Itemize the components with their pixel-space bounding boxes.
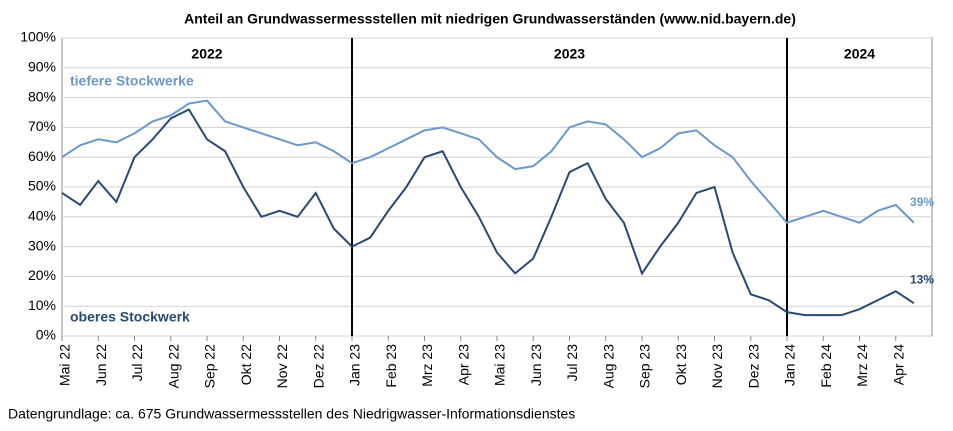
end-value-label: 39%	[910, 195, 934, 209]
x-tick-label: Apr 24	[890, 344, 906, 385]
y-tick-label: 90%	[28, 59, 56, 75]
year-label: 2024	[844, 46, 875, 62]
x-tick-label: Nov 23	[709, 344, 725, 389]
y-tick-label: 0%	[36, 327, 56, 343]
x-tick-label: Jun 23	[528, 344, 544, 386]
x-tick-label: Sep 22	[202, 344, 218, 389]
x-tick-label: Sep 23	[637, 344, 653, 389]
x-tick-label: Jun 22	[93, 344, 109, 386]
year-label: 2023	[554, 46, 585, 62]
x-tick-label: Aug 22	[165, 344, 181, 389]
x-tick-label: Jan 23	[347, 344, 363, 386]
end-value-label: 13%	[910, 272, 934, 286]
y-tick-label: 80%	[28, 88, 56, 104]
x-tick-label: Aug 23	[600, 344, 616, 389]
x-tick-label: Feb 23	[383, 344, 399, 388]
series-line	[61, 99, 915, 224]
x-tick-label: Mai 22	[57, 344, 73, 386]
y-tick-label: 20%	[28, 267, 56, 283]
legend-label: tiefere Stockwerke	[70, 73, 194, 89]
x-tick-label: Apr 23	[455, 344, 471, 385]
y-tick-label: 50%	[28, 178, 56, 194]
x-tick-label: Nov 22	[274, 344, 290, 389]
x-tick-label: Mrz 24	[854, 344, 870, 387]
x-tick-label: Mrz 23	[419, 344, 435, 387]
y-tick-label: 70%	[28, 118, 56, 134]
y-tick-label: 100%	[20, 29, 56, 45]
y-tick-label: 60%	[28, 148, 56, 164]
x-tick-label: Jul 23	[564, 344, 580, 382]
y-tick-label: 30%	[28, 237, 56, 253]
y-tick-label: 10%	[28, 297, 56, 313]
y-tick-label: 40%	[28, 208, 56, 224]
x-tick-label: Jan 24	[782, 344, 798, 386]
x-tick-label: Dez 23	[745, 344, 761, 389]
year-label: 2022	[191, 46, 222, 62]
footnote: Datengrundlage: ca. 675 Grundwassermesss…	[8, 406, 575, 422]
legend-label: oberes Stockwerk	[70, 309, 190, 325]
series-line	[61, 108, 915, 317]
x-tick-label: Feb 24	[818, 344, 834, 388]
x-tick-label: Mai 23	[492, 344, 508, 386]
x-tick-label: Okt 23	[673, 344, 689, 385]
x-tick-label: Okt 22	[238, 344, 254, 385]
x-tick-label: Dez 22	[310, 344, 326, 389]
x-tick-label: Jul 22	[129, 344, 145, 382]
chart-title: Anteil an Grundwassermessstellen mit nie…	[184, 11, 796, 27]
